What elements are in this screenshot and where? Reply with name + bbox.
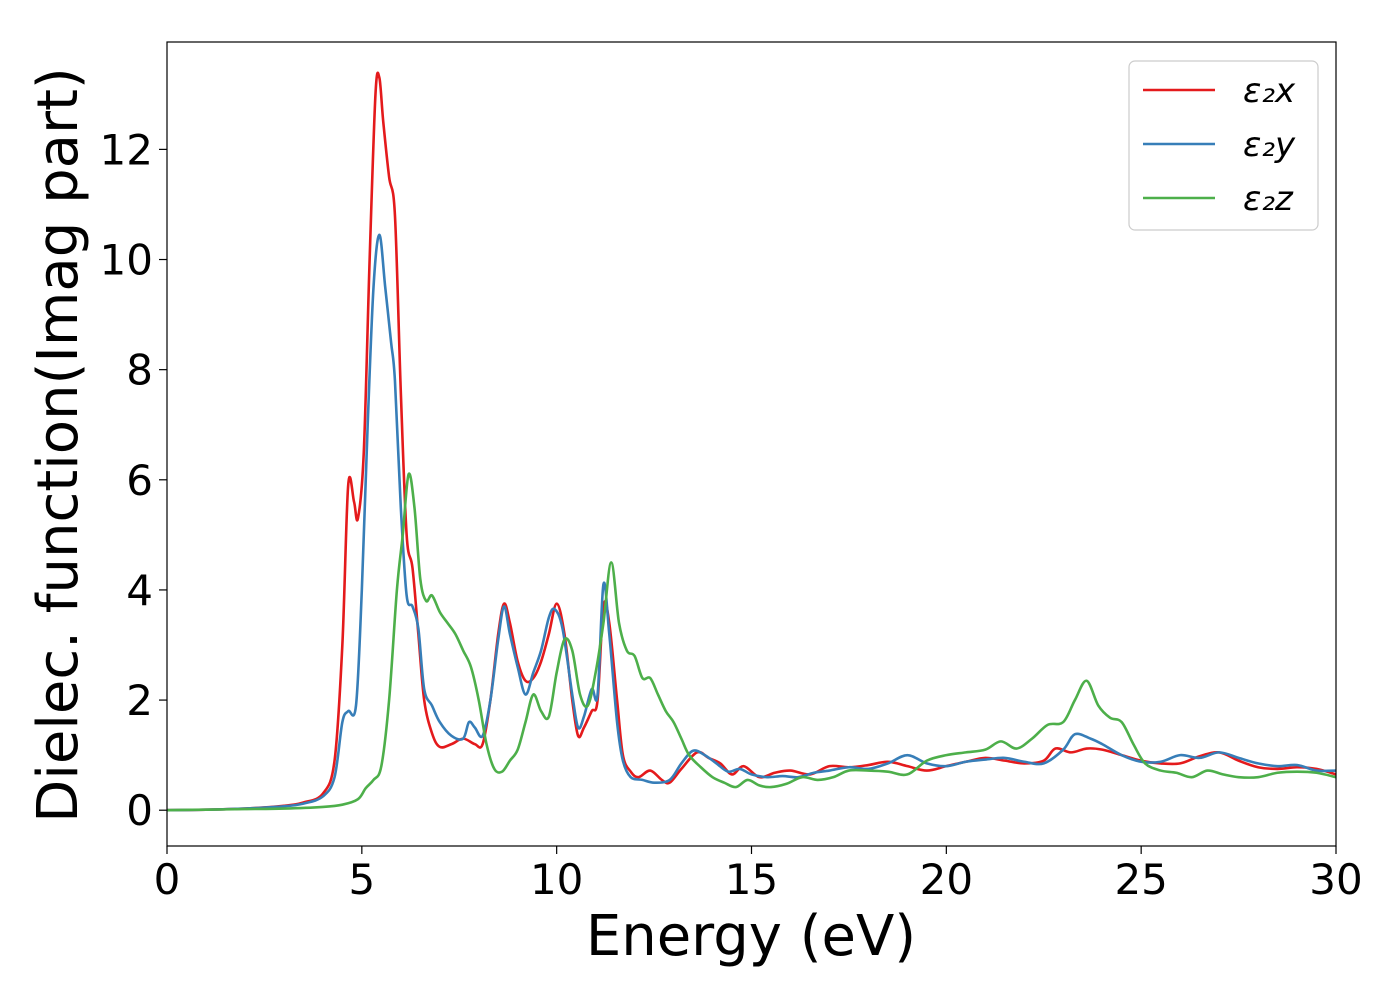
x-tick-label: 15	[725, 855, 778, 904]
x-tick-label: 0	[154, 855, 181, 904]
y-tick-label: 8	[126, 346, 153, 395]
series-line-3	[167, 472, 1336, 812]
series-layer	[167, 71, 1336, 812]
y-tick-label: 0	[126, 786, 153, 835]
y-tick-label: 12	[100, 125, 153, 174]
legend: ε₂x ε₂y ε₂z	[1128, 60, 1319, 231]
legend-label-2: ε₂y	[1243, 125, 1296, 165]
y-tick-label: 2	[126, 676, 153, 725]
series-line-1	[167, 71, 1336, 812]
x-tick-label: 20	[920, 855, 973, 904]
legend-box	[1128, 60, 1319, 231]
legend-label-1: ε₂x	[1243, 71, 1296, 111]
x-tick-label: 5	[348, 855, 375, 904]
x-tick-label: 25	[1114, 855, 1167, 904]
series-line-2	[167, 233, 1336, 812]
y-tick-label: 6	[126, 456, 153, 505]
x-axis-label: Energy (eV)	[586, 904, 916, 969]
y-axis-label: Dielec. function(Imag part)	[26, 67, 91, 823]
y-axis: 0 2 4 6 8 10 12	[100, 125, 167, 835]
x-tick-label: 10	[530, 855, 583, 904]
x-axis: 0 5 10 15 20 25 30	[154, 846, 1363, 904]
y-tick-label: 4	[126, 566, 153, 615]
y-tick-label: 10	[100, 236, 153, 285]
x-tick-label: 30	[1309, 855, 1362, 904]
legend-label-3: ε₂z	[1243, 179, 1294, 219]
